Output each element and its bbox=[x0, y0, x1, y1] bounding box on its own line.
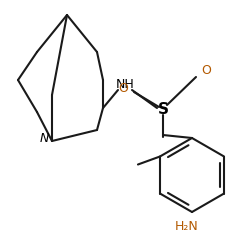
Text: O: O bbox=[201, 65, 211, 78]
Text: N: N bbox=[39, 133, 49, 146]
Text: NH: NH bbox=[116, 79, 134, 92]
Text: O: O bbox=[118, 81, 128, 94]
Text: S: S bbox=[158, 102, 168, 118]
Text: H₂N: H₂N bbox=[175, 220, 199, 233]
